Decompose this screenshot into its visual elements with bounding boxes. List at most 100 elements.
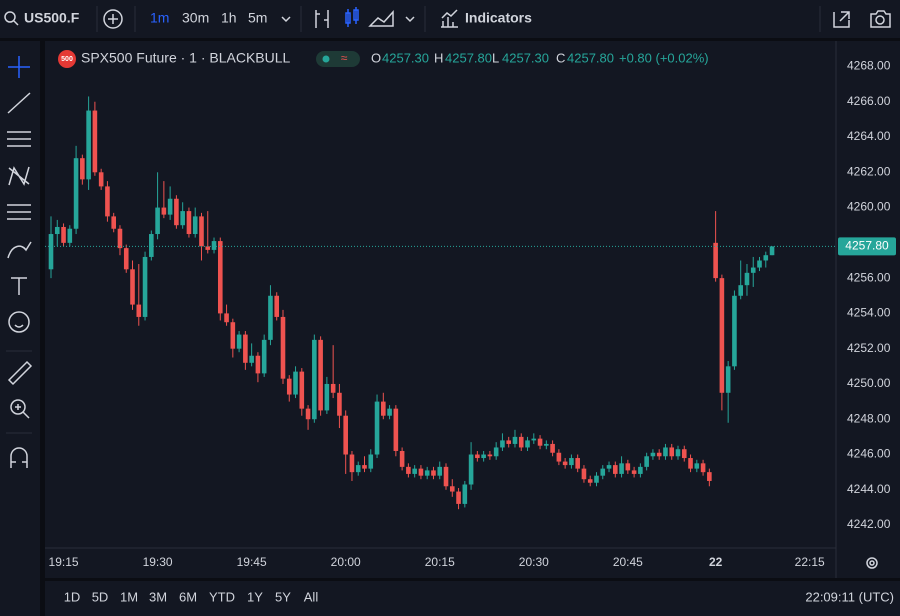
candle-body bbox=[393, 408, 399, 451]
candle-body bbox=[744, 272, 750, 286]
candle-body bbox=[725, 366, 731, 393]
candle-body bbox=[619, 463, 624, 474]
area-icon[interactable] bbox=[368, 10, 394, 27]
range-button[interactable]: 1D bbox=[64, 589, 81, 604]
range-button[interactable]: 3M bbox=[149, 589, 167, 604]
x-tick-label: 20:15 bbox=[425, 555, 455, 569]
text-tool[interactable] bbox=[11, 277, 27, 295]
zoom-tool[interactable] bbox=[10, 399, 26, 415]
snapshot-icon[interactable] bbox=[870, 10, 891, 28]
interval[interactable]: 5m bbox=[248, 10, 267, 26]
clock: 22:09:11 (UTC) bbox=[805, 589, 894, 604]
range-button[interactable]: 5D bbox=[92, 589, 109, 604]
candle-body bbox=[518, 436, 524, 448]
y-tick-label: 4254.00 bbox=[847, 306, 891, 320]
candle-body bbox=[155, 207, 160, 235]
candle-body bbox=[681, 449, 687, 459]
range-button[interactable]: 1Y bbox=[247, 589, 263, 604]
range-button[interactable]: 5Y bbox=[275, 589, 291, 604]
bars-icon[interactable] bbox=[315, 10, 329, 28]
divider bbox=[45, 578, 900, 581]
candle-body bbox=[525, 440, 530, 448]
candle-body bbox=[280, 316, 286, 379]
candle-body bbox=[54, 226, 60, 235]
candle-body bbox=[750, 267, 756, 273]
emoji-tool[interactable] bbox=[8, 311, 30, 333]
magnet-tool[interactable] bbox=[10, 447, 28, 468]
crosshair-tool[interactable] bbox=[8, 56, 30, 78]
x-tick-label: 20:30 bbox=[519, 555, 549, 569]
x-tick-label: 19:45 bbox=[237, 555, 267, 569]
interval[interactable]: 1m bbox=[150, 10, 169, 26]
candle-body bbox=[92, 110, 98, 173]
symbol[interactable]: US500.F bbox=[24, 10, 80, 26]
x-tick-label: 22 bbox=[709, 555, 723, 569]
candle-body bbox=[650, 452, 656, 457]
candle-body bbox=[656, 452, 662, 457]
divider bbox=[0, 38, 900, 41]
candle-body bbox=[757, 260, 762, 268]
x-tick-label: 22:15 bbox=[795, 555, 825, 569]
symbol-badge bbox=[58, 50, 76, 68]
candle-body bbox=[362, 465, 367, 469]
interval[interactable]: 1h bbox=[221, 10, 237, 26]
candle-body bbox=[732, 295, 737, 367]
candle-body bbox=[186, 211, 192, 235]
candle-body bbox=[594, 475, 599, 483]
y-tick-label: 4264.00 bbox=[847, 129, 891, 143]
status-pill[interactable] bbox=[316, 51, 360, 67]
candle-body bbox=[713, 242, 718, 279]
range-button[interactable]: 1M bbox=[120, 589, 138, 604]
candle-body bbox=[312, 339, 317, 420]
settings-icon[interactable] bbox=[866, 557, 878, 569]
candle-body bbox=[606, 465, 612, 469]
candle-body bbox=[349, 454, 355, 473]
chevron[interactable] bbox=[281, 16, 291, 23]
range-button[interactable]: 6M bbox=[179, 589, 197, 604]
candle-body bbox=[431, 470, 436, 476]
search-icon[interactable] bbox=[4, 11, 16, 23]
x-tick-label: 20:45 bbox=[613, 555, 643, 569]
candle-body bbox=[424, 470, 430, 476]
x-tick-label: 20:00 bbox=[331, 555, 361, 569]
range-button[interactable]: YTD bbox=[209, 589, 235, 604]
y-tick-label: 4248.00 bbox=[847, 411, 891, 425]
candle-body bbox=[663, 447, 668, 457]
candle-body bbox=[556, 452, 562, 462]
ohlc-key: H bbox=[434, 50, 443, 65]
candle-body bbox=[468, 454, 474, 485]
range-button[interactable]: All bbox=[304, 589, 319, 604]
candle-body bbox=[500, 440, 505, 448]
candle-body bbox=[337, 392, 342, 416]
fib-tool[interactable] bbox=[7, 131, 31, 147]
candle-body bbox=[180, 211, 185, 226]
trendline-tool[interactable] bbox=[7, 92, 31, 114]
candle-body bbox=[161, 207, 167, 215]
add-symbol[interactable] bbox=[103, 9, 123, 29]
pattern-tool[interactable] bbox=[8, 166, 30, 186]
candle-body bbox=[562, 461, 568, 466]
candle-body bbox=[192, 216, 198, 235]
candle-body bbox=[719, 278, 725, 393]
chevron[interactable] bbox=[405, 16, 415, 23]
interval[interactable]: 30m bbox=[182, 10, 209, 26]
candle-body bbox=[487, 454, 493, 457]
fullscreen-icon[interactable] bbox=[833, 11, 850, 28]
candle-body bbox=[274, 295, 280, 317]
brush-tool[interactable] bbox=[7, 241, 32, 259]
indicators-icon[interactable] bbox=[441, 9, 458, 28]
candle-body bbox=[694, 463, 700, 469]
ohlc-value: 4257.30 bbox=[382, 50, 429, 65]
indicators[interactable]: Indicators bbox=[465, 10, 532, 26]
candle-body bbox=[318, 339, 323, 411]
y-tick-label: 4246.00 bbox=[847, 447, 891, 461]
ohlc-value: 4257.80 bbox=[445, 50, 492, 65]
candle-body bbox=[243, 334, 248, 363]
ruler-tool[interactable] bbox=[7, 360, 33, 386]
candle-body bbox=[638, 466, 643, 474]
prediction-tool[interactable] bbox=[7, 204, 31, 220]
candle-body bbox=[255, 355, 261, 374]
candle-body bbox=[669, 447, 675, 457]
